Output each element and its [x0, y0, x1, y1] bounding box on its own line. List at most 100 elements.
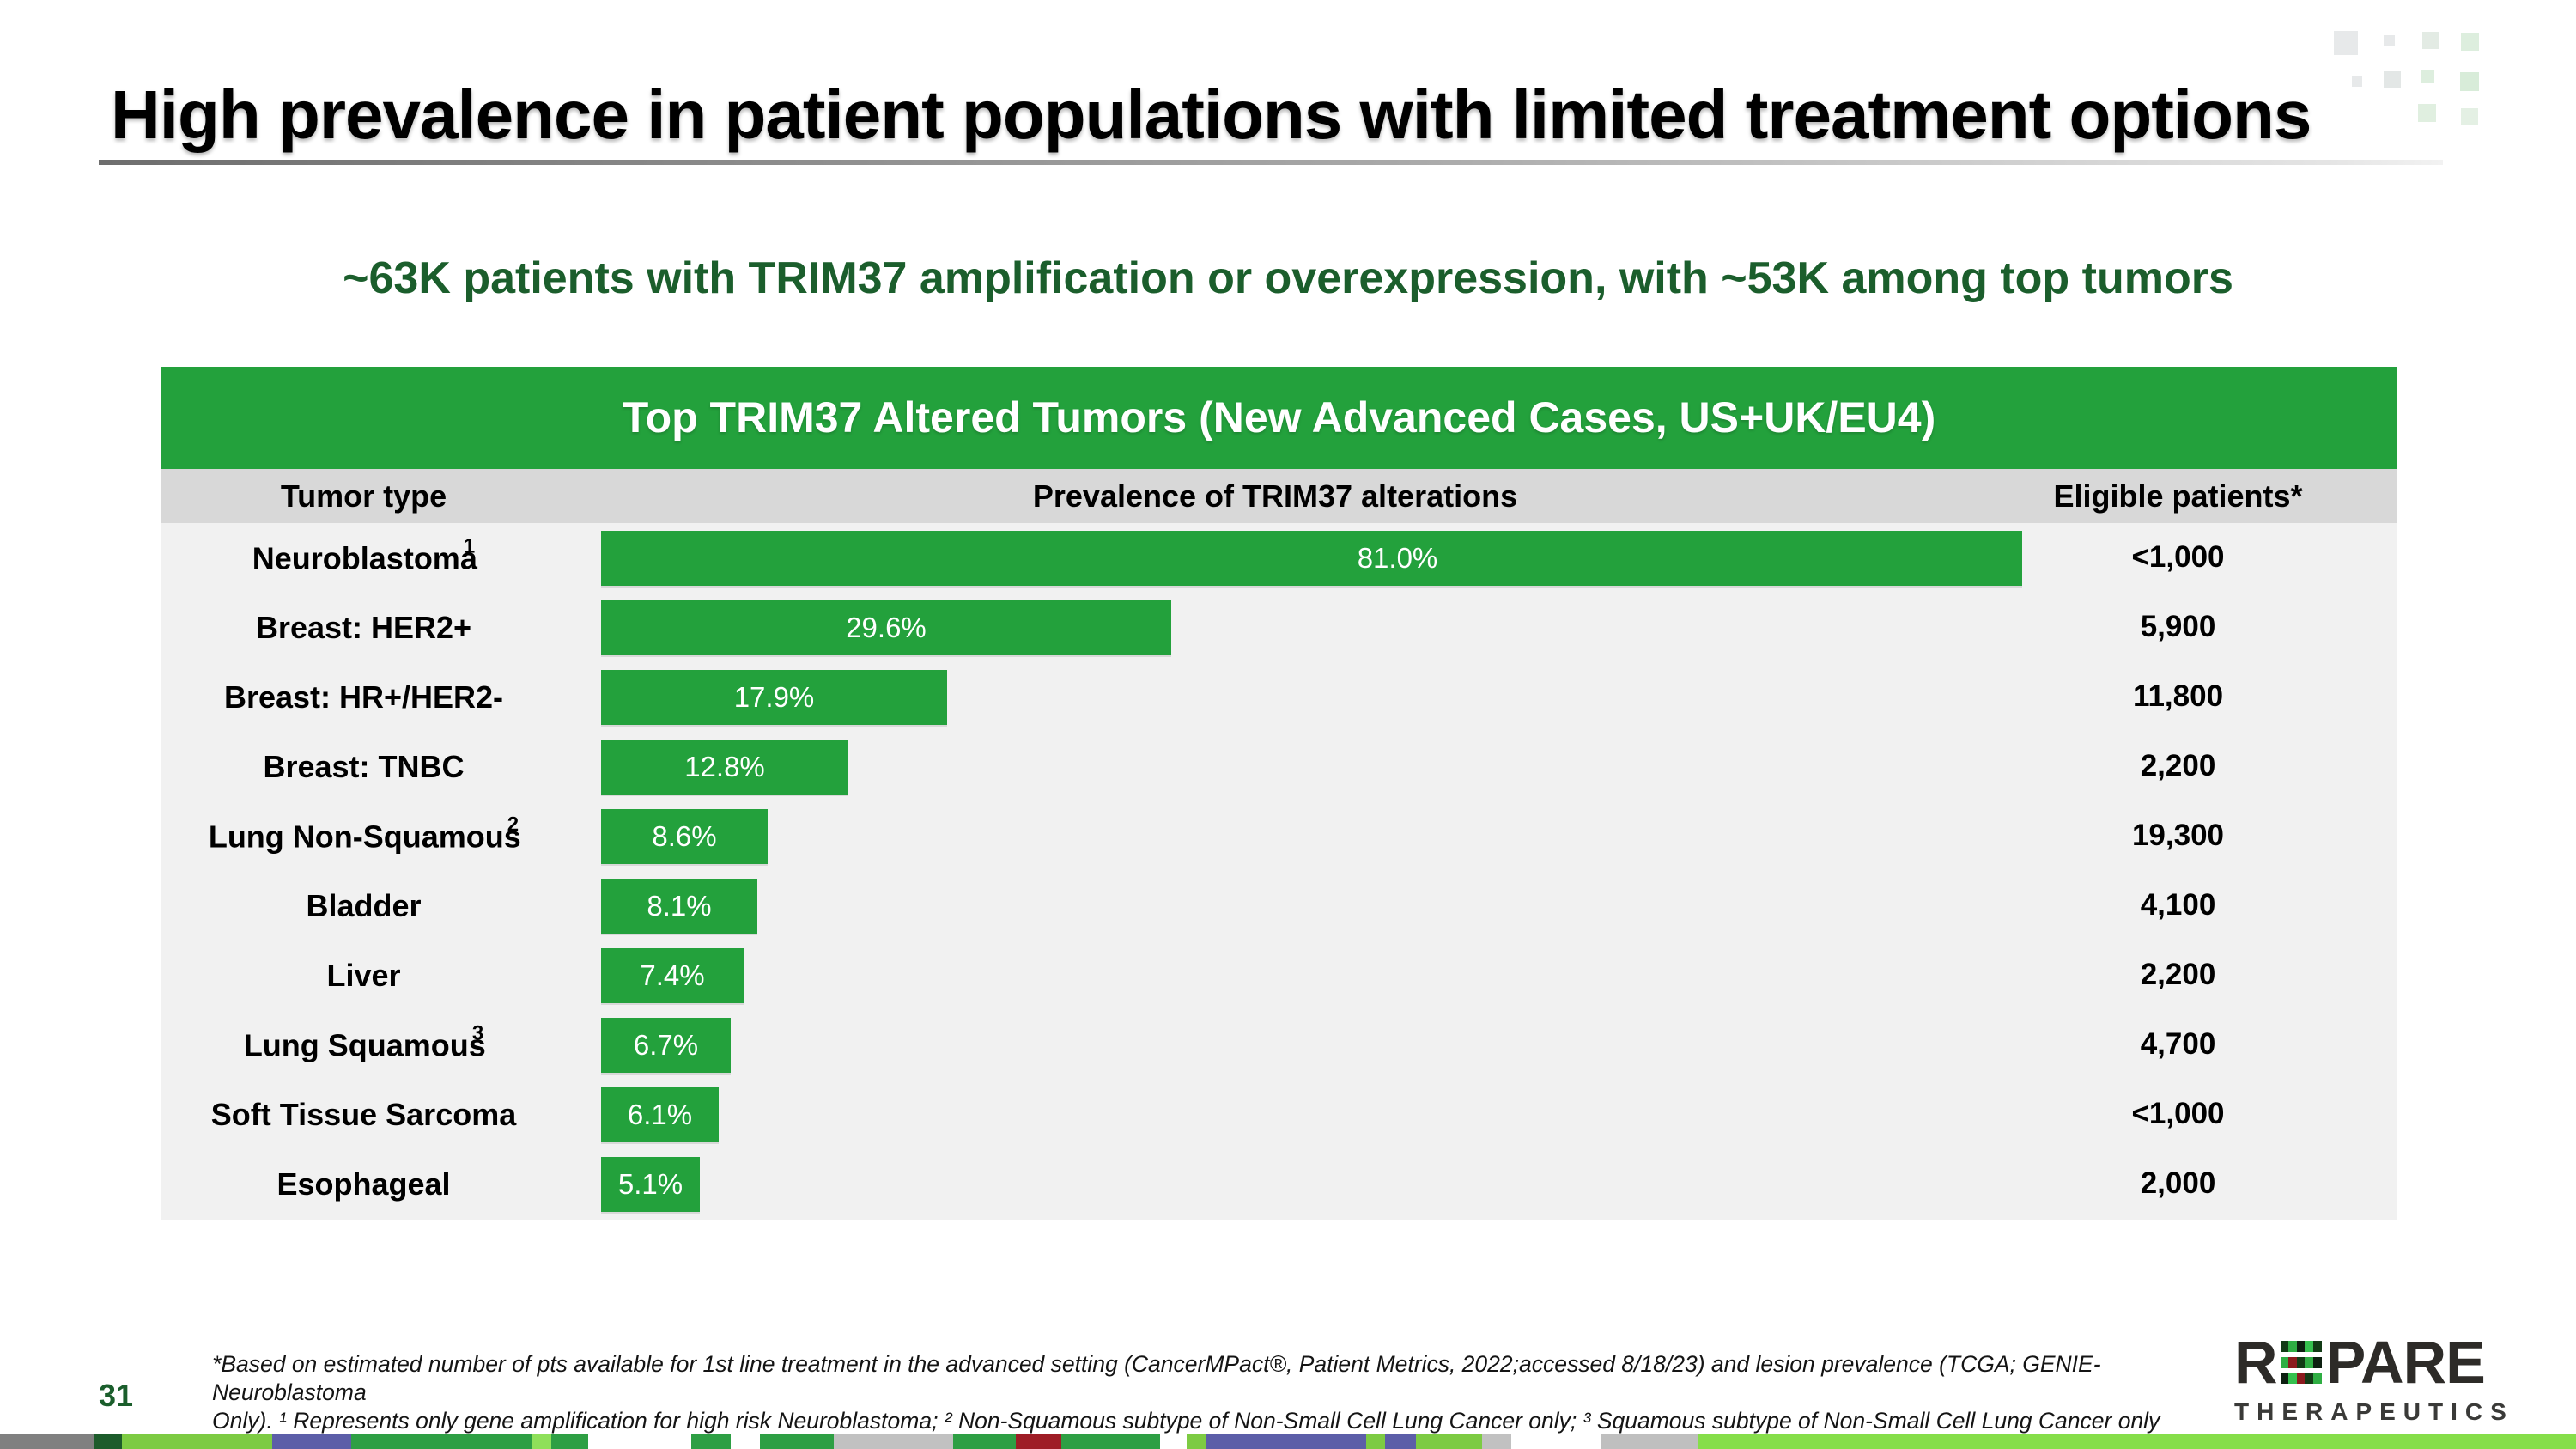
prevalence-bar: 8.1%: [601, 879, 757, 935]
strip-segment: [94, 1434, 122, 1449]
table-row: Esophageal 5.1% 2,000: [161, 1150, 2397, 1220]
table-header-row: Tumor type Prevalence of TRIM37 alterati…: [161, 469, 2397, 523]
prevalence-bar: 17.9%: [601, 669, 947, 725]
table-row: Breast: TNBC 12.8% 2,200: [161, 732, 2397, 801]
strip-segment: [691, 1434, 731, 1449]
decorative-square: [2384, 71, 2401, 88]
strip-segment: [834, 1434, 953, 1449]
table-row: Bladder 8.1% 4,100: [161, 871, 2397, 941]
eligible-patients-value: <1,000: [2131, 1097, 2225, 1131]
eligible-patients-value: 4,100: [2140, 888, 2216, 922]
strip-segment: [1366, 1434, 1385, 1449]
prevalence-value-label: 81.0%: [1357, 541, 1438, 574]
strip-segment: [122, 1434, 272, 1449]
tumor-type-label: Breast: HR+/HER2-: [223, 679, 504, 715]
prevalence-value-label: 6.1%: [627, 1099, 693, 1131]
slide-title: High prevalence in patient populations w…: [111, 76, 2312, 153]
prevalence-bar: 7.4%: [601, 948, 744, 1004]
page-number: 31: [98, 1378, 134, 1413]
column-header-eligible-patients: Eligible patients*: [2053, 478, 2303, 514]
strip-segment: [953, 1434, 1016, 1449]
decorative-square: [2461, 33, 2479, 51]
logo-e-cell: [2280, 1373, 2289, 1384]
table-row: Lung Non-Squamous2 8.6% 19,300: [161, 801, 2397, 871]
tumor-type-label: Neuroblastoma1: [252, 534, 477, 576]
strip-segment: [1187, 1434, 1206, 1449]
tumor-type-label: Breast: TNBC: [263, 748, 465, 784]
decorative-square: [2418, 104, 2436, 122]
tumor-type-label: Breast: HER2+: [255, 609, 472, 645]
logo-e-cell: [2312, 1341, 2322, 1352]
logo-e-cell: [2305, 1373, 2313, 1384]
logo-e-bar: [2280, 1356, 2322, 1368]
tumor-type-label: Esophageal: [276, 1166, 451, 1202]
logo-e-cell: [2296, 1356, 2306, 1368]
logo-e-cell: [2305, 1341, 2313, 1352]
table-banner-title: Top TRIM37 Altered Tumors (New Advanced …: [161, 367, 2397, 469]
tumor-type-label: Lung Non-Squamous2: [208, 813, 521, 855]
logo-e-cell: [2305, 1356, 2313, 1368]
logo-tagline: THERAPEUTICS: [2234, 1398, 2514, 1425]
column-header-tumor-type: Tumor type: [280, 478, 447, 514]
strip-segment: [0, 1434, 94, 1449]
logo-e-cell: [2288, 1356, 2297, 1368]
strip-segment: [760, 1434, 834, 1449]
prevalence-bar: 6.1%: [601, 1087, 719, 1143]
logo-e-cell: [2312, 1373, 2322, 1384]
eligible-patients-value: 2,000: [2140, 1166, 2216, 1201]
eligible-patients-value: 2,200: [2140, 749, 2216, 783]
logo-e-bar: [2280, 1373, 2322, 1384]
logo-letters-pare: PARE: [2325, 1329, 2486, 1396]
prevalence-value-label: 8.6%: [652, 819, 717, 852]
strip-segment: [1482, 1434, 1511, 1449]
decorative-square: [2460, 72, 2479, 91]
tumor-type-label: Lung Squamous3: [243, 1021, 486, 1063]
prevalence-bar: 12.8%: [601, 739, 848, 795]
prevalence-value-label: 6.7%: [633, 1029, 699, 1062]
prevalence-value-label: 5.1%: [617, 1168, 683, 1201]
strip-segment: [532, 1434, 551, 1449]
prevalence-value-label: 12.8%: [684, 750, 765, 782]
bottom-color-strip: [0, 1434, 2576, 1449]
prevalence-bar: 5.1%: [601, 1157, 700, 1213]
table-row: Lung Squamous3 6.7% 4,700: [161, 1011, 2397, 1081]
tumor-type-label: Liver: [326, 958, 401, 994]
tumor-type-label: Soft Tissue Sarcoma: [210, 1097, 517, 1133]
logo-e-cell: [2296, 1373, 2306, 1384]
decorative-square: [2421, 70, 2434, 83]
prevalence-bar: 6.7%: [601, 1018, 731, 1074]
logo-stylized-e-icon: [2280, 1341, 2322, 1384]
decorative-square: [2334, 31, 2358, 55]
decorative-square: [2352, 76, 2362, 87]
table-row: Liver 7.4% 2,200: [161, 941, 2397, 1011]
eligible-patients-value: 5,900: [2140, 609, 2216, 643]
strip-segment: [1416, 1434, 1482, 1449]
table-row: Breast: HR+/HER2- 17.9% 11,800: [161, 662, 2397, 732]
strip-segment: [1016, 1434, 1061, 1449]
repare-therapeutics-logo: R PARE THERAPEUTICS: [2234, 1329, 2514, 1426]
strip-segment: [1061, 1434, 1160, 1449]
strip-segment: [1385, 1434, 1416, 1449]
prevalence-bar: 29.6%: [601, 600, 1171, 655]
prevalence-value-label: 17.9%: [733, 680, 815, 713]
eligible-patients-value: 4,700: [2140, 1027, 2216, 1062]
column-header-prevalence: Prevalence of TRIM37 alterations: [1032, 478, 1518, 514]
prevalence-table: Top TRIM37 Altered Tumors (New Advanced …: [161, 367, 2397, 1220]
prevalence-value-label: 29.6%: [846, 611, 927, 643]
footnote-line-1: *Based on estimated number of pts availa…: [212, 1351, 2101, 1405]
footnote-block: *Based on estimated number of pts availa…: [212, 1350, 2204, 1435]
strip-segment: [551, 1434, 588, 1449]
slide-subtitle: ~63K patients with TRIM37 amplification …: [343, 253, 2233, 303]
title-underline: [99, 160, 2443, 165]
table-body: Neuroblastoma1 81.0% <1,000 Breast: HER2…: [161, 523, 2397, 1220]
prevalence-value-label: 7.4%: [640, 959, 705, 992]
table-row: Neuroblastoma1 81.0% <1,000: [161, 523, 2397, 593]
strip-segment: [1698, 1434, 2576, 1449]
decorative-square: [2422, 32, 2439, 49]
strip-segment: [1601, 1434, 1698, 1449]
logo-e-cell: [2288, 1373, 2297, 1384]
eligible-patients-value: <1,000: [2131, 539, 2225, 574]
footnote-line-2: Only). ¹ Represents only gene amplificat…: [212, 1408, 2160, 1434]
eligible-patients-value: 11,800: [2132, 679, 2224, 713]
